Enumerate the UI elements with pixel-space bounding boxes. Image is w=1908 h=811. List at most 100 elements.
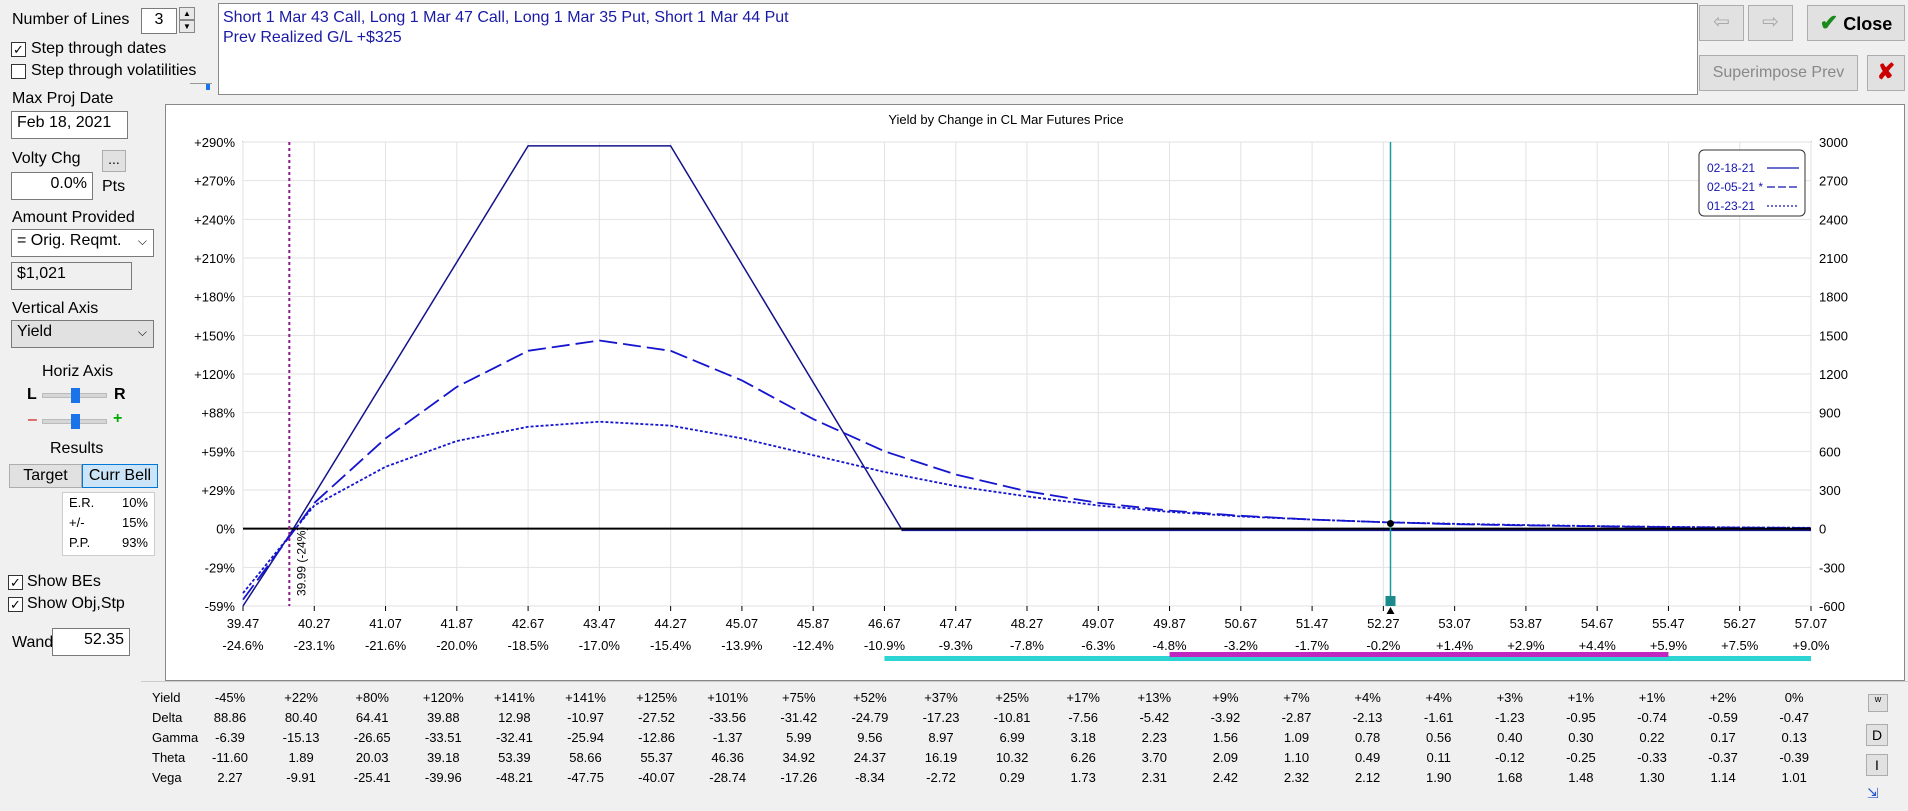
chart-legend: 02-18-21 02-05-21 * 01-23-21 xyxy=(1698,149,1806,217)
greeks-cell: -2.72 xyxy=(926,770,956,785)
greeks-cell: +75% xyxy=(781,690,816,705)
greeks-row-label: Vega xyxy=(152,770,182,785)
greeks-cell: -0.95 xyxy=(1566,710,1596,725)
greeks-cell: +17% xyxy=(1066,690,1100,705)
greeks-cell: -11.60 xyxy=(212,750,248,765)
zoom-slider[interactable] xyxy=(42,414,107,429)
prev-button[interactable]: ⇦ xyxy=(1699,5,1744,41)
greeks-cell: 2.23 xyxy=(1141,730,1167,745)
greeks-cell: 46.36 xyxy=(711,750,744,765)
spin-down-icon[interactable]: ▼ xyxy=(179,20,195,33)
greeks-cell: 5.99 xyxy=(786,730,812,745)
show-obj-checkbox[interactable]: ✓ xyxy=(8,597,23,612)
result-row: P.P. 93% xyxy=(69,535,148,550)
y-right-tick-label: 1200 xyxy=(1819,367,1848,382)
greeks-cell: 10.32 xyxy=(995,750,1029,765)
legend-entry: 01-23-21 xyxy=(1707,199,1755,213)
series-line-02-05-21 * xyxy=(242,339,1812,601)
x-tick-label: 52.27 xyxy=(1367,616,1400,631)
greeks-row-label: Delta xyxy=(152,710,183,725)
num-lines-input[interactable]: 3 xyxy=(141,8,177,34)
greeks-cell: -17.26 xyxy=(780,770,818,785)
results-label: Results xyxy=(50,440,104,457)
greeks-cell: 2.27 xyxy=(217,770,243,785)
export-icon[interactable]: ⇲ xyxy=(1867,785,1879,801)
wand-handle[interactable] xyxy=(1385,596,1396,606)
x-pct-label: -17.0% xyxy=(579,638,621,653)
max-proj-date-input[interactable]: Feb 18, 2021 xyxy=(11,111,128,139)
results-box: E.R. 10% +/- 15% P.P. 93% xyxy=(62,492,155,556)
slider-thumb[interactable] xyxy=(71,414,80,429)
side-button-w[interactable]: w xyxy=(1868,694,1888,712)
horiz-axis-label: Horiz Axis xyxy=(42,363,114,380)
greeks-cell: +141% xyxy=(493,690,535,705)
vertical-axis-select[interactable]: Yield ⌵ xyxy=(11,320,154,348)
greeks-cell: 20.03 xyxy=(355,750,389,765)
greeks-cell: 88.86 xyxy=(213,710,247,725)
chevron-down-icon: ⌵ xyxy=(137,234,147,248)
step-vols-checkbox[interactable] xyxy=(11,64,26,79)
greeks-cell: +1% xyxy=(1638,690,1666,705)
num-lines-label: Number of Lines xyxy=(12,11,130,28)
y-right-tick-label: -600 xyxy=(1819,599,1845,614)
chevron-down-icon: ⌵ xyxy=(137,325,147,339)
x-pct-label: -9.3% xyxy=(939,638,973,653)
x-icon: ✘ xyxy=(1876,59,1896,84)
y-right-tick-label: 1800 xyxy=(1819,290,1848,305)
show-bes-checkbox[interactable]: ✓ xyxy=(8,575,23,590)
curr-bell-tab[interactable]: Curr Bell xyxy=(82,464,158,488)
side-button-i[interactable]: I xyxy=(1866,754,1888,776)
volty-chg-label: Volty Chg xyxy=(12,150,81,167)
greeks-cell: -0.33 xyxy=(1637,750,1667,765)
spin-up-icon[interactable]: ▲ xyxy=(179,7,195,20)
x-tick-label: 43.47 xyxy=(583,616,616,631)
y-right-tick-label: 3000 xyxy=(1819,135,1848,150)
x-tick-label: 53.87 xyxy=(1510,616,1543,631)
delete-button[interactable]: ✘ xyxy=(1867,55,1905,91)
greeks-row: Gamma -6.39 -15.13 -26.65 -33.51 -32.41 -25.94… xyxy=(141,730,1861,750)
zoom-out-icon: – xyxy=(28,411,37,428)
horiz-lr-slider[interactable] xyxy=(42,388,107,403)
next-button[interactable]: ⇨ xyxy=(1748,5,1793,41)
slider-thumb[interactable] xyxy=(71,388,80,403)
x-pct-label: -15.4% xyxy=(650,638,692,653)
x-pct-label: -7.8% xyxy=(1010,638,1044,653)
greeks-row-label: Yield xyxy=(152,690,181,705)
x-pct-label: -23.1% xyxy=(294,638,336,653)
y-left-tick-label: +290% xyxy=(194,135,235,150)
x-tick-label: 49.87 xyxy=(1153,616,1186,631)
greeks-cell: 1.90 xyxy=(1426,770,1452,785)
greeks-cell: 12.98 xyxy=(498,710,531,725)
y-left-tick-label: +150% xyxy=(194,328,235,343)
greeks-cell: 1.09 xyxy=(1283,730,1310,745)
greeks-cell: -28.74 xyxy=(709,770,747,785)
greeks-cell: -0.59 xyxy=(1708,710,1738,725)
superimpose-prev-button[interactable]: Superimpose Prev xyxy=(1699,55,1858,91)
greeks-cell: +1% xyxy=(1567,690,1595,705)
volty-chg-button[interactable]: ... xyxy=(102,150,126,172)
amount-provided-select[interactable]: = Orig. Reqmt. ⌵ xyxy=(11,229,154,257)
x-pct-label: +5.9% xyxy=(1650,638,1688,653)
x-tick-label: 45.07 xyxy=(726,616,759,631)
side-button-d[interactable]: D xyxy=(1866,724,1888,746)
close-button[interactable]: ✔ Close xyxy=(1807,5,1905,41)
y-left-tick-label: -59% xyxy=(205,599,236,614)
target-tab[interactable]: Target xyxy=(9,464,82,488)
x-tick-label: 44.27 xyxy=(654,616,687,631)
x-pct-label: -4.8% xyxy=(1153,638,1187,653)
greeks-cell: 3.70 xyxy=(1141,750,1167,765)
greeks-cell: 64.41 xyxy=(355,710,389,725)
yield-chart[interactable]: Yield by Change in CL Mar Futures Price … xyxy=(165,104,1905,681)
arrow-right-icon: ⇨ xyxy=(1762,11,1779,33)
greeks-cell: 39.88 xyxy=(427,710,460,725)
wand-input[interactable]: 52.35 xyxy=(52,628,130,656)
x-tick-label: 56.27 xyxy=(1723,616,1756,631)
step-dates-checkbox[interactable]: ✓ xyxy=(11,42,26,57)
volty-chg-input[interactable]: 0.0% xyxy=(11,172,93,200)
greeks-cell: +13% xyxy=(1137,690,1172,705)
x-pct-label: +9.0% xyxy=(1792,638,1830,653)
x-pct-label: -3.2% xyxy=(1224,638,1258,653)
x-pct-label: -1.7% xyxy=(1295,638,1329,653)
x-tick-label: 47.47 xyxy=(939,616,972,631)
greeks-row: Vega 2.27 -9.91 -25.41 -39.96 -48.21 -47.75 -40… xyxy=(141,770,1861,790)
